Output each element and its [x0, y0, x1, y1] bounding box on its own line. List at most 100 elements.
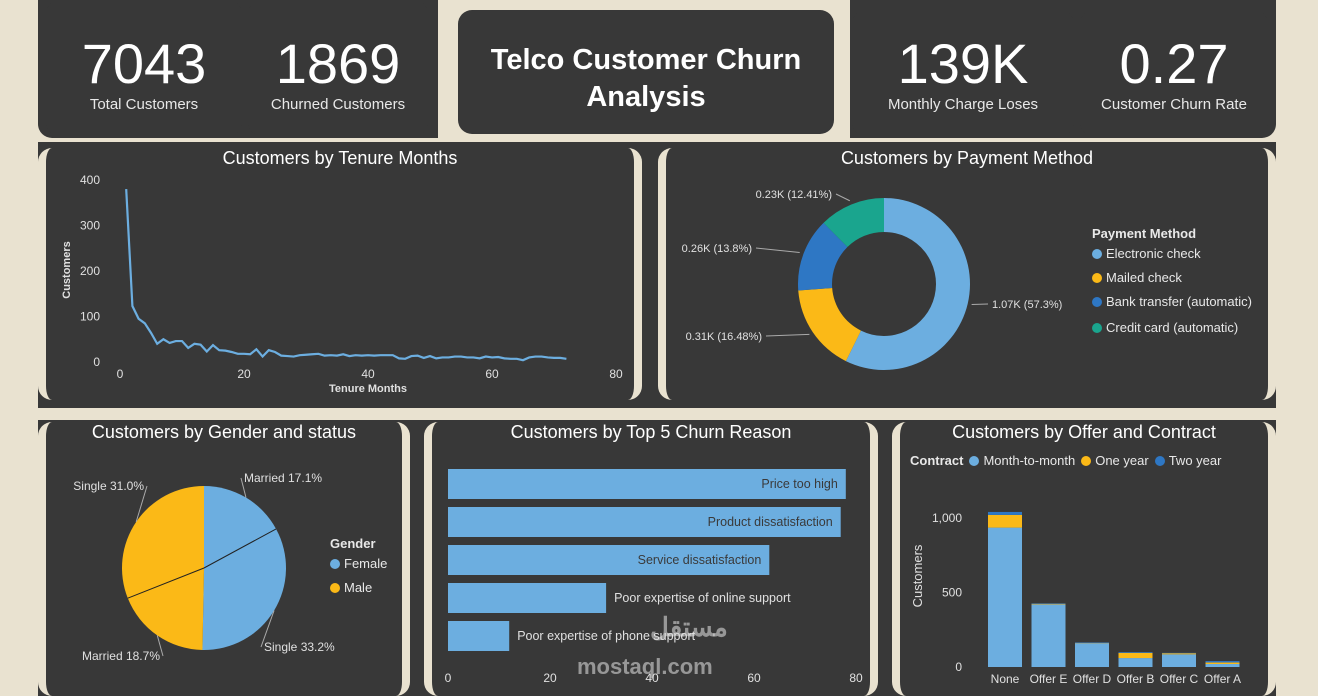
reasons-chart-panel: Customers by Top 5 Churn Reason Price to… — [424, 422, 878, 696]
data-label: 0.31K (16.48%) — [686, 331, 762, 343]
gender-chart: Married 17.1% Single 33.2% Married 18.7% Si… — [73, 471, 335, 663]
gender-legend-male[interactable]: Male — [330, 580, 372, 595]
donut-slice — [845, 198, 970, 370]
legend-label[interactable]: One year — [1095, 453, 1149, 468]
page-title-line1: Telco Customer Churn — [490, 44, 802, 76]
offer-chart-title: Customers by Offer and Contract — [952, 422, 1216, 442]
payment-chart: 1.07K (57.3%) 0.31K (16.48%) 0.26K (13.8%)… — [682, 189, 1062, 370]
leader-line — [135, 485, 148, 523]
page-title-line2: Analysis — [586, 81, 706, 113]
leader-line — [765, 333, 810, 337]
y-axis-label: Customers — [61, 241, 73, 298]
data-label: Single 31.0% — [73, 479, 144, 493]
donut-slice — [798, 287, 861, 362]
pie-slice — [204, 486, 277, 568]
x-tick-label: None — [991, 672, 1020, 686]
legend-dot — [1092, 296, 1102, 307]
offer-bar-segment — [1162, 654, 1196, 667]
legend-label: Bank transfer (automatic) — [1106, 294, 1252, 309]
gender-chart-panel: Customers by Gender and status Married 1… — [38, 422, 410, 696]
offer-chart-panel: Customers by Offer and Contract Contract… — [892, 422, 1276, 696]
offer-bar-segment — [1031, 604, 1066, 667]
kpi-value: 139K — [897, 32, 1029, 95]
x-tick-label: 60 — [485, 367, 499, 381]
offer-bar-segment — [1162, 653, 1196, 655]
y-tick-label: 200 — [80, 264, 100, 278]
donut-slice — [798, 222, 848, 291]
reason-bar — [448, 545, 770, 575]
offer-bar-segment — [1205, 664, 1240, 667]
y-tick-label: 0 — [93, 355, 100, 369]
payment-legend-credit[interactable]: Credit card (automatic) — [1092, 320, 1238, 335]
reason-bar — [448, 507, 841, 537]
legend-label: Female — [344, 556, 388, 571]
pie-slice — [121, 486, 204, 599]
payment-chart-panel: Customers by Payment Method 1.07K (57.3%… — [658, 148, 1276, 400]
leader-line — [260, 610, 275, 648]
y-tick-label: 1,000 — [932, 511, 962, 525]
data-label: Married 18.7% — [82, 649, 160, 663]
reasons-chart-title: Customers by Top 5 Churn Reason — [510, 422, 792, 442]
offer-bar-segment — [1162, 652, 1196, 654]
reason-label: Price too high — [761, 477, 837, 491]
offer-bar-segment — [1205, 661, 1240, 663]
payment-legend-mailed[interactable]: Mailed check — [1092, 270, 1182, 285]
page-title: Telco Customer Churn Analysis — [458, 10, 834, 134]
leader-line — [755, 247, 800, 254]
data-label: 0.23K (12.41%) — [756, 189, 832, 201]
offer-bar-segment — [1075, 642, 1109, 643]
kpi-value: 0.27 — [1119, 32, 1229, 95]
offer-bar-segment — [1118, 652, 1153, 653]
offer-legend: Contract Month-to-month One year Two yea… — [910, 453, 1221, 468]
offer-bar-segment — [1075, 642, 1109, 644]
payment-legend-bank[interactable]: Bank transfer (automatic) — [1092, 294, 1252, 309]
legend-dot — [1092, 248, 1102, 259]
legend-dot — [1092, 322, 1102, 333]
kpi-value: 1869 — [275, 32, 401, 95]
x-tick-label: 80 — [849, 671, 863, 685]
offer-bar-segment — [1118, 652, 1153, 659]
x-tick-label: 20 — [237, 367, 251, 381]
y-tick-label: 400 — [80, 173, 100, 187]
data-label: Single 33.2% — [264, 640, 335, 654]
x-tick-label: 0 — [117, 367, 124, 381]
x-tick-label: Offer B — [1117, 672, 1155, 686]
offer-bar-segment — [988, 511, 1022, 515]
x-tick-label: 80 — [609, 367, 623, 381]
kpi-value: 7043 — [81, 32, 207, 95]
gender-legend-female[interactable]: Female — [330, 556, 387, 571]
offer-bar-segment — [988, 527, 1022, 667]
x-tick-label: Offer A — [1204, 672, 1241, 686]
gender-chart-title: Customers by Gender and status — [91, 422, 357, 442]
legend-label: Credit card (automatic) — [1106, 320, 1239, 335]
x-tick-label: 0 — [445, 671, 452, 685]
y-tick-label: 300 — [80, 219, 100, 233]
donut-slice — [823, 198, 884, 248]
legend-dot — [330, 582, 340, 593]
watermark-latin: mostaql.com — [577, 654, 713, 679]
payment-legend-electronic[interactable]: Electronic check — [1092, 246, 1201, 261]
offer-bar-segment — [1118, 658, 1153, 667]
legend-label: Electronic check — [1106, 246, 1201, 261]
legend-dot — [1092, 272, 1102, 283]
kpi-label: Monthly Charge Loses — [887, 96, 1039, 113]
kpi-label: Churned Customers — [270, 96, 406, 113]
x-tick-label: 60 — [747, 671, 761, 685]
pie-divider — [127, 528, 277, 599]
pie-slice — [202, 528, 286, 650]
offer-bar-segment — [1205, 662, 1240, 665]
offer-bar-segment — [1075, 643, 1109, 667]
leader-line — [835, 193, 851, 202]
legend-dot — [330, 558, 340, 569]
tenure-chart: 0 100 200 300 400 0 20 40 60 80 Tenure Months Custo… — [61, 173, 623, 395]
offer-chart: 0 500 1,000 Customers None Offer E Offer D Offe… — [910, 511, 1241, 686]
reason-bar — [448, 583, 607, 613]
reason-label: Product dissatisfaction — [708, 515, 833, 529]
x-tick-label: 40 — [361, 367, 375, 381]
legend-label[interactable]: Month-to-month — [983, 453, 1076, 468]
legend-dot — [969, 455, 980, 466]
legend-label[interactable]: Two year — [1168, 453, 1222, 468]
payment-legend-title: Payment Method — [1092, 226, 1197, 241]
offer-legend-title: Contract — [910, 453, 964, 468]
x-tick-label: Offer D — [1073, 672, 1112, 686]
